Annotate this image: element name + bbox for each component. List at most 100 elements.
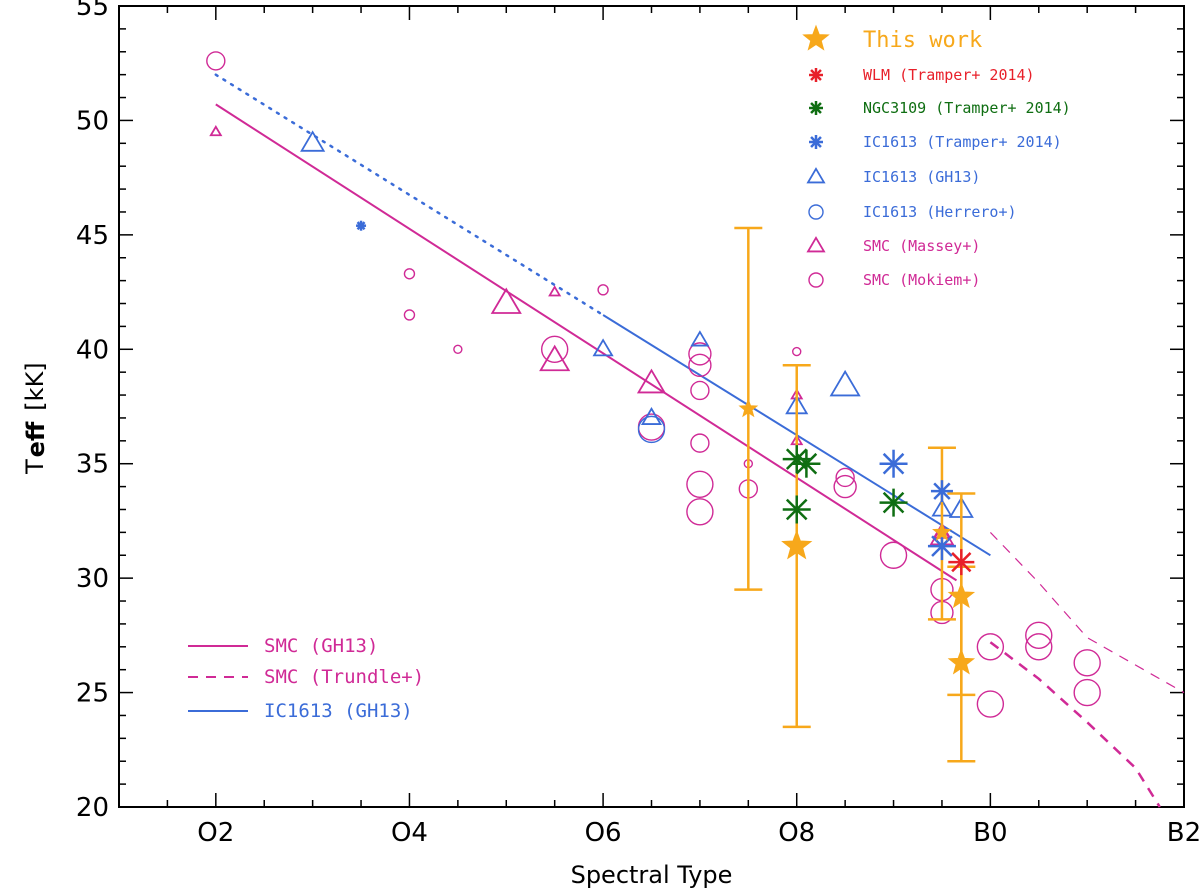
smc-mokiem-point (1025, 633, 1053, 661)
legend-circle-icon (808, 204, 824, 220)
legend-line-entry: IC1613 (GH13) (188, 700, 413, 722)
ic1613-gh13-point (829, 369, 861, 397)
fit-line (989, 641, 1161, 808)
ic1613-herrero-point (637, 415, 666, 444)
this-work-point (781, 529, 813, 560)
y-axis-title-unit: [kK] (21, 362, 49, 410)
ngc3109-tramper-point-stroke (785, 498, 808, 521)
y-tick-label: 55 (76, 0, 109, 22)
ngc3109-tramper-point-stroke (882, 491, 905, 514)
smc-mokiem-point (792, 346, 802, 357)
ic1613-tramper-point-stroke (933, 482, 951, 500)
smc-mokiem-point (686, 470, 714, 499)
legend-line-label: IC1613 (GH13) (264, 700, 413, 722)
y-axis-title-main: T (21, 459, 49, 475)
smc-mokiem-point (976, 633, 1005, 661)
smc-mokiem-point (403, 309, 416, 321)
ic1613-tramper-point-stroke (931, 535, 953, 557)
legend-label: IC1613 (GH13) (863, 168, 980, 186)
legend-asterisk-icon-stroke (810, 136, 822, 148)
ic1613-gh13-point (690, 330, 710, 347)
ngc3109-tramper-point-stroke (785, 448, 808, 470)
legend-entry: NGC3109 (Tramper+ 2014) (809, 99, 1071, 117)
legend-line-entry: SMC (GH13) (188, 635, 378, 657)
chart-legend: This work WLM (Tramper+ 2014) NGC3109 (Tra… (188, 24, 1071, 722)
legend-asterisk-icon (809, 68, 823, 82)
this-work-point (738, 398, 759, 418)
legend-label: SMC (Massey+) (863, 237, 980, 255)
x-axis-title: Spectral Type (571, 861, 733, 889)
x-tick-label: B0 (973, 818, 1007, 848)
legend-label: SMC (Mokiem+) (863, 271, 980, 289)
legend-label: This work (863, 28, 982, 53)
legend-asterisk-icon-stroke (810, 69, 822, 81)
legend-triangle-icon (806, 167, 826, 184)
legend-entry: WLM (Tramper+ 2014) (809, 66, 1035, 84)
chart-axes: 20 25 30 35 40 45 50 55 O2 O4 O6 O8 B0 B2 Spectral Typ… (21, 0, 1200, 889)
y-axis-title-sub: eff (22, 421, 50, 457)
x-tick-label: O2 (197, 818, 234, 848)
ic1613-gh13-point (640, 406, 663, 425)
wlm-tramper-point (948, 549, 975, 576)
smc-mokiem-point (1025, 621, 1053, 650)
ngc3109-tramper-point (782, 495, 811, 524)
legend-triangle-icon (806, 236, 826, 253)
legend-entry: IC1613 (Herrero+) (808, 203, 1017, 221)
fit-line (215, 103, 958, 582)
fit-line (214, 73, 605, 317)
legend-entry: SMC (Massey+) (806, 236, 980, 255)
this-work-point (947, 648, 976, 675)
ngc3109-tramper-point (792, 449, 821, 478)
smc-mokiem-point (1073, 678, 1101, 707)
x-tick-label: O8 (778, 818, 815, 848)
x-tick-label: O6 (585, 818, 622, 848)
wlm-tramper-point-stroke (951, 552, 972, 573)
legend-asterisk-icon (809, 101, 823, 115)
smc-massey-point (636, 368, 667, 394)
this-work-point (932, 521, 952, 541)
smc-mokiem-point (686, 498, 714, 526)
ngc3109-tramper-point-stroke (795, 452, 818, 475)
smc-mokiem-point (597, 284, 609, 296)
smc-mokiem-point (1073, 649, 1101, 677)
legend-line-label: SMC (Trundle+) (264, 666, 424, 688)
ic1613-tramper-point-stroke (882, 452, 905, 475)
legend-line-label: SMC (GH13) (264, 635, 378, 657)
fit-line (989, 531, 1185, 694)
legend-label: IC1613 (Herrero+) (863, 203, 1017, 221)
smc-mokiem-point (540, 335, 569, 363)
legend-entry: IC1613 (Tramper+ 2014) (809, 133, 1062, 151)
legend-entry: This work (802, 24, 982, 53)
ic1613-tramper-point (879, 449, 908, 478)
ic1613-tramper-point-stroke (356, 221, 366, 231)
ngc3109-tramper-point (879, 488, 908, 517)
legend-label: IC1613 (Tramper+ 2014) (863, 133, 1062, 151)
this-work-point (947, 582, 976, 609)
legend-line-entry: SMC (Trundle+) (188, 666, 424, 688)
y-tick-label: 35 (76, 450, 109, 480)
smc-mokiem-point (403, 268, 416, 280)
smc-mokiem-point (688, 353, 712, 378)
y-tick-label: 50 (76, 106, 109, 136)
smc-mokiem-point (690, 433, 710, 453)
legend-star-icon (802, 24, 830, 51)
legend-entry: IC1613 (GH13) (806, 167, 980, 186)
legend-label: WLM (Tramper+ 2014) (863, 66, 1035, 84)
legend-asterisk-icon-stroke (810, 102, 822, 114)
smc-mokiem-point (206, 51, 226, 71)
smc-mokiem-point (976, 690, 1005, 718)
x-tick-label: B2 (1167, 818, 1200, 848)
smc-mokiem-point (835, 467, 855, 488)
smc-mokiem-point (688, 342, 712, 366)
y-tick-label: 25 (76, 679, 109, 709)
y-tick-label: 20 (76, 793, 109, 823)
legend-asterisk-icon (809, 135, 823, 149)
x-tick-label: O4 (391, 818, 428, 848)
smc-massey-point (490, 287, 522, 314)
smc-mokiem-point (690, 380, 710, 401)
ic1613-tramper-point (930, 480, 953, 503)
legend-entry: SMC (Mokiem+) (808, 271, 980, 289)
